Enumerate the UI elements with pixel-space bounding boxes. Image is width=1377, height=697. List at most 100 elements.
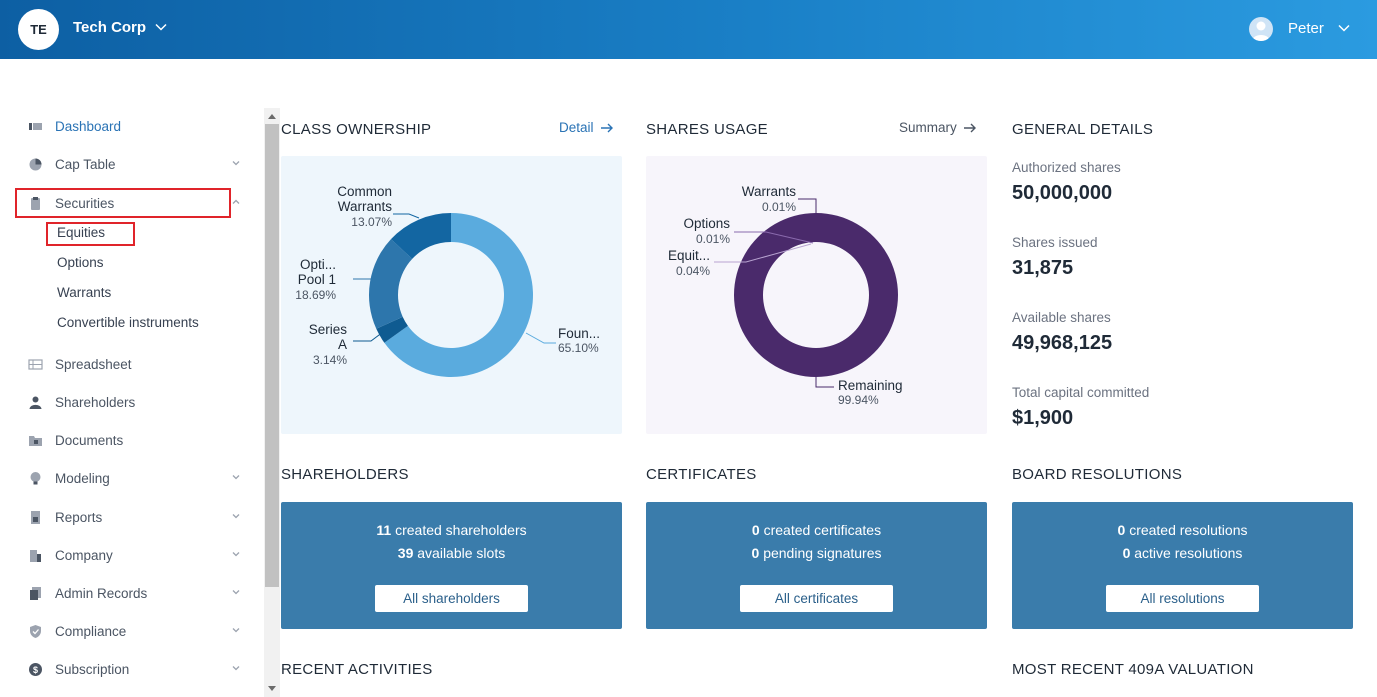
slice-label-options: Options (683, 216, 730, 231)
donut-slice-0[interactable] (384, 213, 533, 377)
sidebar-item-label: Shareholders (55, 394, 136, 410)
scrollbar-thumb[interactable] (265, 124, 279, 587)
slice-label-remaining: Remaining (838, 378, 903, 393)
summary-link[interactable]: Summary (899, 120, 978, 135)
donut-slice-3[interactable] (390, 213, 451, 259)
sidebar-item-securities[interactable]: Securities (28, 192, 248, 214)
sidebar-item-label: Cap Table (55, 156, 116, 172)
chevron-down-icon[interactable] (230, 548, 242, 560)
chevron-down-icon[interactable] (230, 586, 242, 598)
scroll-down-arrow-icon[interactable] (268, 686, 276, 691)
leader-line (798, 198, 817, 242)
shareholders-title: SHAREHOLDERS (281, 466, 409, 483)
shareholders-line-1: 11 created shareholders (376, 522, 527, 538)
sidebar-item-label: Securities (55, 195, 115, 211)
user-avatar[interactable] (1249, 17, 1273, 41)
sidebar-item-dashboard[interactable]: Dashboard (28, 115, 248, 137)
sidebar-subitem-options[interactable]: Options (57, 255, 104, 270)
sidebar-item-label: Documents (55, 432, 124, 448)
certificates-card: 0 created certificates 0 pending signatu… (646, 502, 987, 629)
sidebar-item-subscription[interactable]: $ Subscription (28, 658, 248, 680)
shares-usage-chart: Warrants 0.01% Options 0.01% Equit... 0.… (646, 156, 987, 434)
donut-slice-1[interactable] (376, 316, 408, 343)
all-shareholders-button[interactable]: All shareholders (375, 585, 528, 612)
recent-activities-title: RECENT ACTIVITIES (281, 661, 433, 678)
sidebar-item-label: Dashboard (55, 118, 122, 134)
lightbulb-icon (28, 471, 43, 486)
donut-slice-2[interactable] (369, 239, 413, 329)
chevron-down-icon[interactable] (1337, 21, 1351, 35)
sidebar-item-label: Compliance (55, 623, 127, 639)
valuation-title: MOST RECENT 409A VALUATION (1012, 661, 1254, 678)
chevron-up-icon[interactable] (230, 196, 242, 208)
slice-label-series-a-2: A (338, 337, 347, 352)
shares-issued-value: 31,875 (1012, 257, 1074, 279)
slice-pct-warrants: 0.01% (762, 200, 796, 214)
arrow-right-icon (963, 123, 976, 132)
sidebar-item-modeling[interactable]: Modeling (28, 467, 248, 489)
leader-line (353, 331, 384, 342)
person-icon (28, 395, 43, 410)
shares-usage-donut: Warrants 0.01% Options 0.01% Equit... 0.… (668, 184, 903, 407)
available-shares-label: Available shares (1012, 310, 1111, 325)
user-name[interactable]: Peter (1288, 20, 1324, 37)
svg-text:$: $ (33, 665, 38, 675)
chevron-down-icon[interactable] (154, 20, 168, 34)
general-details-title: GENERAL DETAILS (1012, 121, 1154, 138)
folder-icon (28, 433, 43, 448)
sidebar-item-shareholders[interactable]: Shareholders (28, 391, 248, 413)
sidebar-item-spreadsheet[interactable]: Spreadsheet (28, 353, 248, 375)
slice-label-common-warrants: Common (337, 184, 392, 199)
sidebar-item-label: Company (55, 547, 113, 563)
scroll-up-arrow-icon[interactable] (268, 114, 276, 119)
resolutions-line-1: 0 created resolutions (1117, 522, 1248, 538)
sidebar-subitem-warrants[interactable]: Warrants (57, 285, 112, 300)
chevron-down-icon[interactable] (230, 624, 242, 636)
shield-icon (28, 624, 43, 639)
slice-label-founders: Foun... (558, 326, 600, 341)
sidebar-subitem-equities[interactable]: Equities (57, 225, 106, 240)
sidebar-item-compliance[interactable]: Compliance (28, 620, 248, 642)
shares-issued-label: Shares issued (1012, 235, 1098, 250)
highlight-box-securities (15, 188, 231, 218)
certificates-line-2: 0 pending signatures (751, 545, 882, 561)
leader-line (714, 243, 812, 263)
total-capital-label: Total capital committed (1012, 385, 1150, 400)
leader-line (525, 332, 556, 344)
sidebar-subitem-convertible-instruments[interactable]: Convertible instruments (57, 315, 199, 330)
pie-chart-icon (28, 157, 43, 172)
arrow-right-icon (600, 123, 613, 132)
sidebar-item-cap-table[interactable]: Cap Table (28, 153, 248, 175)
slice-pct-remaining: 99.94% (838, 393, 879, 407)
spreadsheet-icon (28, 357, 43, 372)
shareholders-line-2: 39 available slots (397, 545, 506, 561)
all-certificates-button[interactable]: All certificates (740, 585, 893, 612)
detail-link[interactable]: Detail (559, 120, 615, 135)
chevron-down-icon[interactable] (230, 471, 242, 483)
chevron-down-icon[interactable] (230, 510, 242, 522)
company-name[interactable]: Tech Corp (73, 19, 147, 36)
sidebar-item-admin-records[interactable]: Admin Records (28, 582, 248, 604)
sidebar-item-reports[interactable]: Reports (28, 506, 248, 528)
slice-pct-options: 0.01% (696, 232, 730, 246)
chevron-down-icon[interactable] (230, 157, 242, 169)
board-resolutions-card: 0 created resolutions 0 active resolutio… (1012, 502, 1353, 629)
sidebar-item-documents[interactable]: Documents (28, 429, 248, 451)
board-resolutions-title: BOARD RESOLUTIONS (1012, 466, 1183, 483)
certificates-line-1: 0 created certificates (751, 522, 882, 538)
summary-link-label: Summary (899, 120, 957, 135)
dashboard-icon (28, 119, 43, 134)
slice-pct-founders: 65.10% (558, 341, 599, 355)
company-logo[interactable]: TE (18, 9, 59, 50)
chevron-down-icon[interactable] (230, 662, 242, 674)
slice-label-equities: Equit... (668, 248, 710, 263)
sidebar-item-label: Modeling (55, 470, 110, 486)
leader-line (734, 231, 814, 244)
available-shares-value: 49,968,125 (1012, 332, 1113, 354)
building-icon (28, 548, 43, 563)
class-ownership-title: CLASS OWNERSHIP (281, 121, 432, 138)
all-resolutions-button[interactable]: All resolutions (1106, 585, 1259, 612)
sidebar-item-company[interactable]: Company (28, 544, 248, 566)
sidebar-item-label: Reports (55, 509, 103, 525)
shares-usage-title: SHARES USAGE (646, 121, 768, 138)
